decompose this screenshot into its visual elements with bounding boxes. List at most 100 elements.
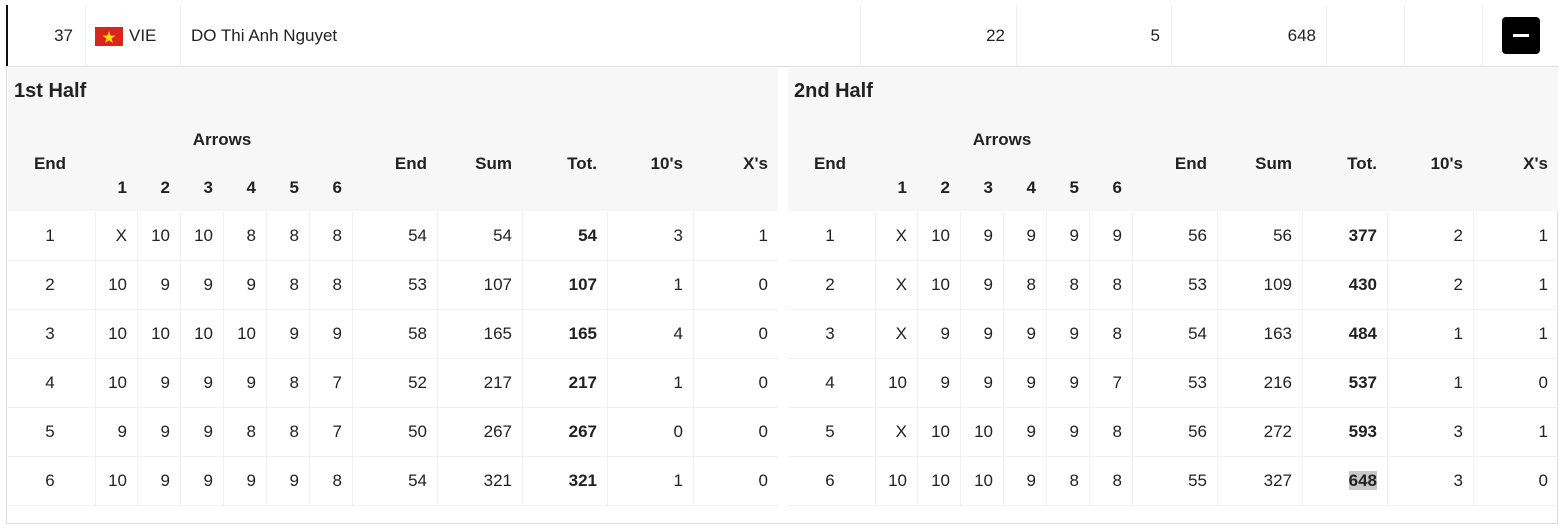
score: 9 [1026, 471, 1036, 490]
cell-divider [1473, 261, 1474, 309]
score: 9 [1069, 324, 1079, 343]
score: 56 [1273, 226, 1292, 245]
score: 9 [983, 324, 993, 343]
cell-divider [522, 212, 523, 260]
running-total: 484 [1348, 324, 1377, 343]
half-title: 1st Half [14, 80, 87, 102]
score: 165 [483, 324, 512, 343]
column-divider [860, 5, 861, 66]
score: 9 [1026, 324, 1036, 343]
score: 9 [1026, 422, 1036, 441]
cell-divider [1217, 457, 1218, 505]
score: 9 [289, 471, 299, 490]
score: 0 [1538, 373, 1548, 392]
cell-divider [1003, 310, 1004, 358]
cell-divider [875, 261, 876, 309]
cell-divider [875, 310, 876, 358]
cell-divider [960, 212, 961, 260]
cell-divider [437, 310, 438, 358]
cell-divider [223, 359, 224, 407]
score: 10 [974, 471, 993, 490]
score: 1 [1538, 226, 1548, 245]
cell-divider [1473, 310, 1474, 358]
row-line [788, 309, 1558, 310]
score: 54 [408, 471, 427, 490]
cell-divider [875, 359, 876, 407]
cell-divider [1387, 408, 1388, 456]
cell-divider [607, 212, 608, 260]
score: 107 [483, 275, 512, 294]
cell-divider [917, 212, 918, 260]
cell-divider [309, 310, 310, 358]
cell-divider [437, 408, 438, 456]
cell-divider [1046, 457, 1047, 505]
score: 9 [983, 226, 993, 245]
header: 3 [983, 178, 993, 197]
cell-divider [1473, 408, 1474, 456]
header: 10's [1430, 154, 1463, 173]
cell-divider [1089, 408, 1090, 456]
athlete-row[interactable] [6, 5, 1558, 67]
score: 10 [151, 226, 170, 245]
cell-divider [875, 212, 876, 260]
score: 9 [940, 373, 950, 392]
row-line [788, 260, 1558, 261]
cell-divider [875, 457, 876, 505]
running-total: 430 [1348, 275, 1377, 294]
cell-divider [1302, 261, 1303, 309]
score: 216 [1263, 373, 1292, 392]
score: 10 [931, 422, 950, 441]
cell-divider [180, 408, 181, 456]
cell-divider [917, 408, 918, 456]
cell-divider [266, 261, 267, 309]
score: 9 [1026, 373, 1036, 392]
header: Tot. [567, 154, 597, 173]
score: 10 [194, 226, 213, 245]
cell-divider [1046, 359, 1047, 407]
cell-divider [1132, 212, 1133, 260]
score: 8 [289, 275, 299, 294]
score: 7 [332, 373, 342, 392]
cell-divider [1387, 359, 1388, 407]
header: 1 [117, 178, 127, 197]
cell-divider [1302, 408, 1303, 456]
column-divider [1016, 5, 1017, 66]
collapse-button[interactable] [1502, 17, 1540, 54]
score: X [895, 275, 907, 294]
tens: 22 [986, 26, 1005, 45]
header: End [813, 154, 847, 173]
end-number: 4 [45, 373, 55, 392]
header: 2 [940, 178, 950, 197]
cell-divider [137, 310, 138, 358]
cell-divider [223, 310, 224, 358]
running-total: 217 [568, 373, 597, 392]
cell-divider [1003, 457, 1004, 505]
score: 8 [289, 422, 299, 441]
score: 0 [758, 373, 768, 392]
cell-divider [95, 261, 96, 309]
score: 9 [203, 373, 213, 392]
cell-divider [607, 261, 608, 309]
column-divider [1482, 5, 1483, 66]
cell-divider [1302, 310, 1303, 358]
end-number: 3 [45, 324, 55, 343]
cell-divider [180, 457, 181, 505]
cell-divider [309, 212, 310, 260]
header: End [1174, 154, 1207, 173]
cell-divider [95, 408, 96, 456]
score: X [895, 324, 907, 343]
cell-divider [266, 212, 267, 260]
score: 9 [203, 275, 213, 294]
cell-divider [917, 359, 918, 407]
cell-divider [1089, 310, 1090, 358]
score: 1 [673, 373, 683, 392]
score: 8 [289, 226, 299, 245]
score: 10 [108, 471, 127, 490]
cell-divider [223, 261, 224, 309]
score: 54 [493, 226, 512, 245]
score: 53 [408, 275, 427, 294]
cell-divider [1217, 359, 1218, 407]
cell-divider [309, 261, 310, 309]
score: X [115, 226, 127, 245]
cell-divider [1217, 212, 1218, 260]
